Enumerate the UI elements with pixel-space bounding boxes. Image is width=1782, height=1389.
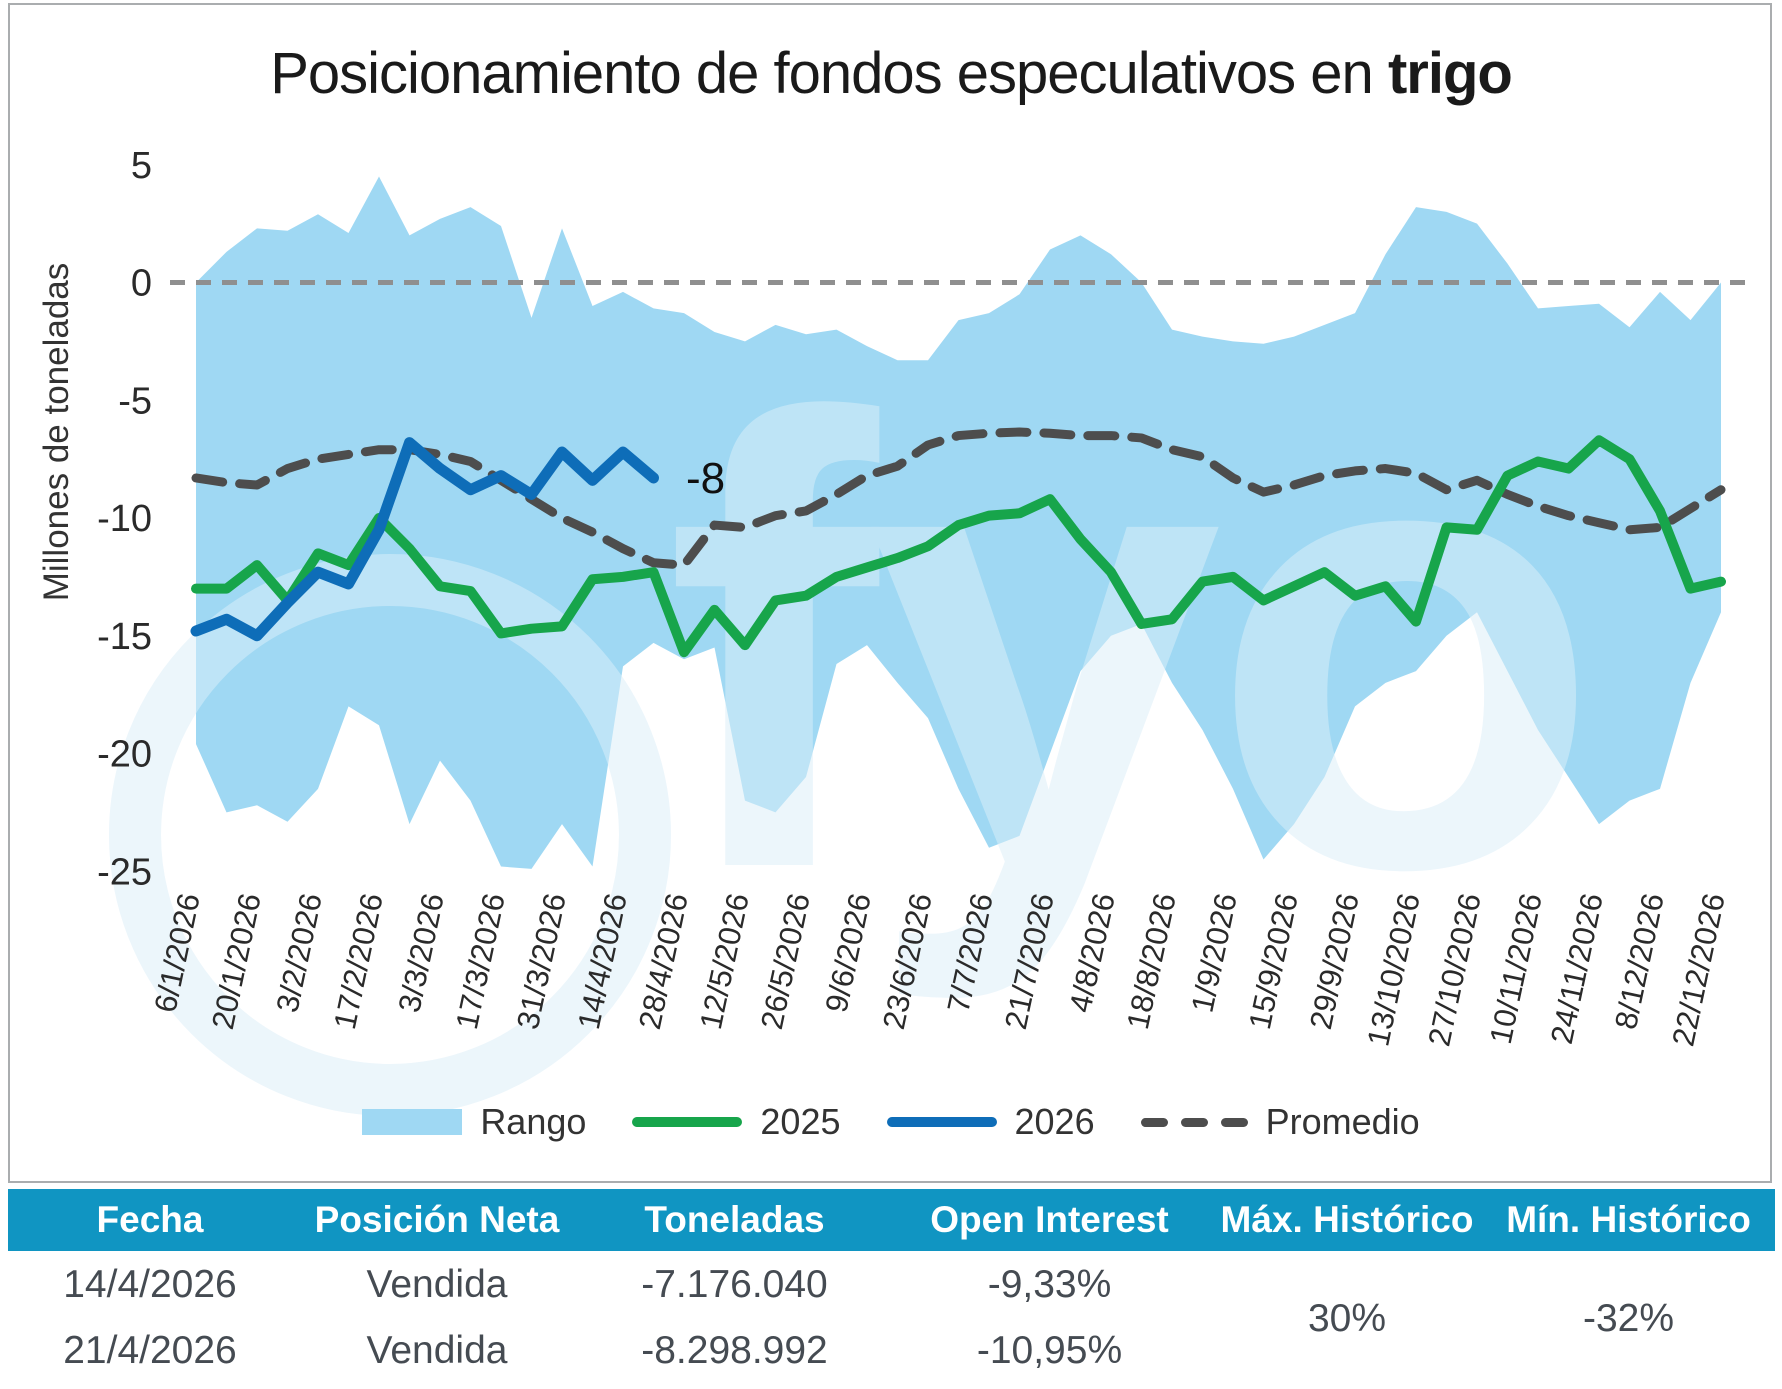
line-2025 [191,435,1726,658]
legend-label: 2026 [1014,1101,1095,1142]
svg-text:17/2/2026: 17/2/2026 [327,890,390,1032]
table-header-cell: Mín. Histórico [1506,1199,1751,1240]
table-row: 21/4/2026 Vendida -8.298.992 -10,95% [8,1318,1775,1384]
table-header-row: Fecha Posición Neta Toneladas Open Interest… [8,1189,1775,1251]
line-2026 [190,437,659,642]
table-cell-toneladas: -8.298.992 [641,1329,828,1372]
last-value-label: -8 [686,454,725,503]
table-header-cell: Toneladas [644,1199,825,1240]
table-cell-open_interest: -9,33% [987,1263,1112,1306]
legend-label: Rango [480,1101,587,1142]
svg-text:fyo: fyo [665,286,1589,1005]
table-cell-open_interest: -10,95% [976,1329,1123,1372]
svg-text:5: 5 [131,145,152,187]
rango-swatch [362,1109,463,1135]
table-header-cell: Fecha [96,1199,204,1240]
svg-text:-15: -15 [97,616,152,658]
legend-label: 2025 [760,1101,841,1142]
svg-text:8/12/2026: 8/12/2026 [1608,890,1671,1032]
svg-text:-10: -10 [97,498,152,540]
table-cell-fecha: 21/4/2026 [63,1329,237,1372]
2026-swatch [886,1117,997,1127]
svg-text:22/12/2026: 22/12/2026 [1665,890,1731,1049]
table-row: 14/4/2026 Vendida -7.176.040 -9,33% [8,1252,1775,1318]
legend-item-2026: 2026 [886,1101,1095,1143]
promedio-swatch [1140,1117,1248,1127]
promedio-line [191,427,1726,570]
table-cell-posicion_neta: Vendida [366,1263,508,1306]
chart-title: Posicionamiento de fondos especulativos … [0,40,1782,107]
legend-item-promedio: Promedio [1140,1101,1420,1143]
table-header-cell: Máx. Histórico [1220,1199,1474,1240]
svg-text:20/1/2026: 20/1/2026 [205,890,268,1032]
svg-text:17/3/2026: 17/3/2026 [449,890,512,1032]
table-header-cell: Open Interest [930,1199,1169,1240]
table-header-cell: Posición Neta [314,1199,560,1240]
svg-text:0: 0 [131,263,152,305]
max-historico-value: 30% [1307,1297,1387,1340]
svg-text:-25: -25 [97,851,152,893]
min-historico-value: -32% [1582,1297,1675,1340]
legend-item-2025: 2025 [632,1101,841,1143]
2025-swatch [632,1117,743,1127]
table-cell-toneladas: -7.176.040 [641,1263,828,1306]
table-cell-fecha: 14/4/2026 [63,1263,237,1306]
chart-title-regular: Posicionamiento de fondos especulativos … [270,41,1388,106]
svg-text:-5: -5 [118,380,152,422]
svg-text:3/2/2026: 3/2/2026 [270,890,329,1015]
legend-label: Promedio [1265,1101,1420,1142]
chart-title-bold: trigo [1387,41,1513,106]
y-axis-title: Millones de toneladas [37,263,76,602]
fyo-watermark-overlay: fyo [109,286,1601,1116]
table-cell-posicion_neta: Vendida [366,1329,508,1372]
legend-item-rango: Rango [362,1101,586,1143]
svg-text:3/3/2026: 3/3/2026 [392,890,451,1015]
svg-text:-20: -20 [97,734,152,776]
y-axis-ticks: 5 0 -5 -10 -15 -20 -25 [97,145,152,894]
chart-legend: Rango 2025 2026 Promedio [0,1096,1782,1148]
